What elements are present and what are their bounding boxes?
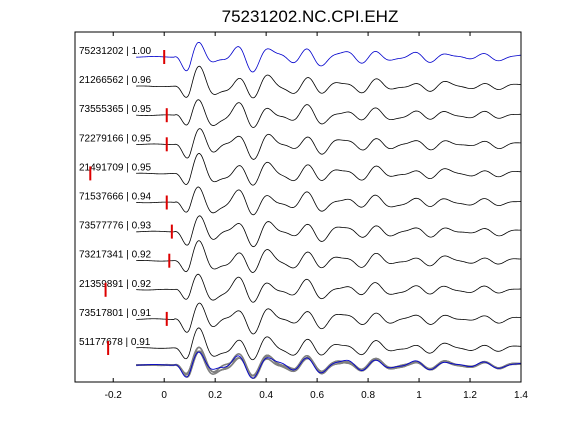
waveform-trace bbox=[136, 302, 521, 335]
x-axis: -0.2 0 0.2 0.4 0.6 0.8 1 1.2 1.4 bbox=[105, 32, 528, 401]
stack-reference-trace bbox=[136, 351, 521, 379]
waveform-trace bbox=[136, 153, 521, 186]
trace-label: 73577776 | 0.93 bbox=[79, 221, 152, 232]
trace-label: 73517801 | 0.91 bbox=[79, 308, 152, 319]
trace-label: 73217341 | 0.92 bbox=[79, 250, 152, 261]
trace-label: 21266562 | 0.96 bbox=[79, 75, 152, 86]
trace-label: 71537666 | 0.94 bbox=[79, 192, 152, 203]
trace-group: 75231202 | 1.00 21266562 | 0.96 73555365 |… bbox=[79, 41, 521, 361]
waveform-trace bbox=[136, 41, 521, 73]
waveform-trace bbox=[136, 327, 521, 361]
trace-label: 21491709 | 0.95 bbox=[79, 162, 152, 173]
trace-label: 75231202 | 1.00 bbox=[79, 46, 152, 57]
x-tick-label: 0.6 bbox=[310, 390, 324, 401]
waveform-trace bbox=[136, 128, 521, 160]
x-tick-label: 1 bbox=[416, 390, 422, 401]
x-tick-label: 1.2 bbox=[463, 390, 477, 401]
chart-title: 75231202.NC.CPI.EHZ bbox=[222, 7, 399, 26]
plot-frame bbox=[74, 31, 522, 383]
trace-label: 21359891 | 0.92 bbox=[79, 279, 152, 290]
x-tick-label: 0.4 bbox=[259, 390, 273, 401]
x-tick-label: 0.2 bbox=[208, 390, 222, 401]
waveform-trace bbox=[136, 65, 521, 99]
waveform-trace bbox=[136, 215, 521, 248]
waveform-trace bbox=[136, 240, 521, 273]
stack-overlay bbox=[136, 346, 521, 379]
waveform-trace bbox=[136, 186, 521, 216]
waveform-trace bbox=[136, 99, 521, 128]
x-tick-label: 1.4 bbox=[514, 390, 528, 401]
x-tick-label: 0 bbox=[161, 390, 167, 401]
trace-label: 51177678 | 0.91 bbox=[79, 337, 151, 348]
x-tick-label: 0.8 bbox=[361, 390, 375, 401]
waveform-trace bbox=[136, 273, 521, 303]
trace-label: 72279166 | 0.95 bbox=[79, 133, 152, 144]
x-tick-label: -0.2 bbox=[105, 390, 123, 401]
trace-label: 73555365 | 0.95 bbox=[79, 104, 152, 115]
